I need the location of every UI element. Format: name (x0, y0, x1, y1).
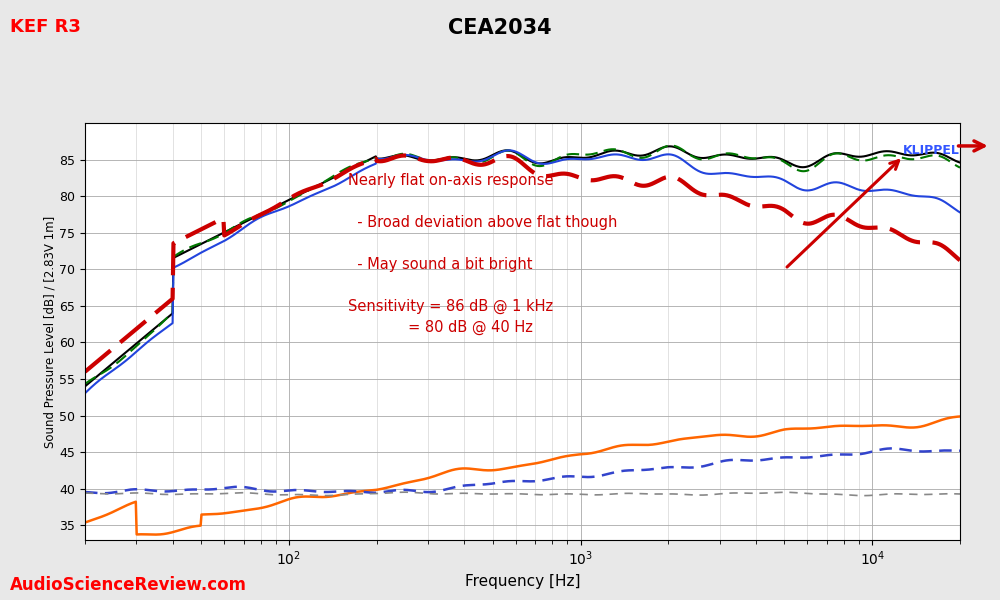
Line: On Axis: On Axis (85, 146, 960, 386)
Sound Power (79, 368, 91, 376)
Line: Early Reflections DI: Early Reflections DI (85, 448, 960, 493)
X-axis label: Frequency [Hz]: Frequency [Hz] (465, 574, 580, 589)
Listening Window (762, 154, 774, 161)
DI offset (778, 488, 790, 496)
On Axis (954, 159, 966, 166)
DI offset (857, 492, 869, 499)
Line: Early Reflections: Early Reflections (85, 151, 960, 393)
On Axis (79, 383, 91, 390)
Listening Window (79, 380, 91, 388)
Sound Power DI (149, 531, 161, 538)
Text: AudioScienceReview.com: AudioScienceReview.com (10, 576, 247, 594)
Early Reflections DI (169, 487, 181, 494)
Listening Window (681, 149, 693, 156)
Early Reflections (762, 173, 774, 180)
Early Reflections (79, 389, 91, 397)
Early Reflections DI (465, 481, 477, 488)
Line: Sound Power DI: Sound Power DI (85, 416, 960, 535)
Early Reflections DI (79, 488, 91, 496)
Sound Power (465, 159, 477, 166)
Sound Power DI (681, 435, 693, 442)
Early Reflections DI (97, 490, 109, 497)
Listening Window (778, 158, 790, 166)
Listening Window (665, 142, 677, 149)
On Axis (433, 156, 445, 163)
Early Reflections DI (762, 455, 774, 463)
DI offset (681, 491, 693, 498)
Sound Power DI (169, 528, 181, 535)
Early Reflections (681, 159, 693, 166)
DI offset (954, 490, 966, 497)
Early Reflections (954, 209, 966, 216)
Sound Power (954, 257, 966, 264)
DI offset (79, 490, 91, 497)
Sound Power (399, 152, 411, 159)
Sound Power DI (79, 519, 91, 526)
DI offset (762, 489, 774, 496)
Listening Window (954, 164, 966, 171)
Line: Sound Power: Sound Power (85, 155, 960, 372)
Listening Window (464, 158, 476, 165)
Sound Power DI (778, 426, 790, 433)
On Axis (168, 254, 180, 261)
Early Reflections DI (681, 464, 693, 471)
Line: DI offset: DI offset (85, 492, 960, 496)
DI offset (399, 488, 411, 496)
Listening Window (433, 156, 445, 163)
Sound Power DI (954, 413, 966, 420)
Early Reflections (433, 157, 445, 164)
Sound Power (434, 157, 446, 164)
Sound Power DI (465, 465, 477, 472)
Sound Power (681, 181, 693, 188)
On Axis (681, 149, 693, 157)
On Axis (778, 157, 790, 164)
On Axis (762, 154, 774, 161)
On Axis (464, 157, 476, 164)
Text: Nearly flat on-axis response

  - Broad deviation above flat though

  - May sou: Nearly flat on-axis response - Broad dev… (348, 173, 617, 335)
On Axis (663, 143, 675, 150)
Y-axis label: Sound Pressure Level [dB] / [2.83V 1m]: Sound Pressure Level [dB] / [2.83V 1m] (43, 215, 56, 448)
Text: KLIPPEL: KLIPPEL (903, 144, 960, 157)
Sound Power DI (434, 470, 446, 478)
Early Reflections DI (778, 454, 790, 461)
Early Reflections (168, 263, 180, 271)
Text: KEF R3: KEF R3 (10, 18, 81, 36)
Early Reflections DI (434, 487, 446, 494)
Early Reflections DI (954, 447, 966, 454)
DI offset (168, 491, 180, 498)
Listening Window (168, 253, 180, 260)
DI offset (465, 490, 477, 497)
Early Reflections DI (886, 445, 898, 452)
Text: CEA2034: CEA2034 (448, 18, 552, 38)
DI offset (434, 490, 446, 497)
Sound Power DI (762, 430, 774, 437)
Line: Listening Window: Listening Window (85, 145, 960, 384)
Sound Power (762, 202, 774, 209)
Early Reflections (778, 176, 790, 184)
Sound Power (168, 239, 180, 247)
Early Reflections (464, 158, 476, 165)
Early Reflections (503, 147, 515, 154)
Sound Power (778, 206, 790, 214)
